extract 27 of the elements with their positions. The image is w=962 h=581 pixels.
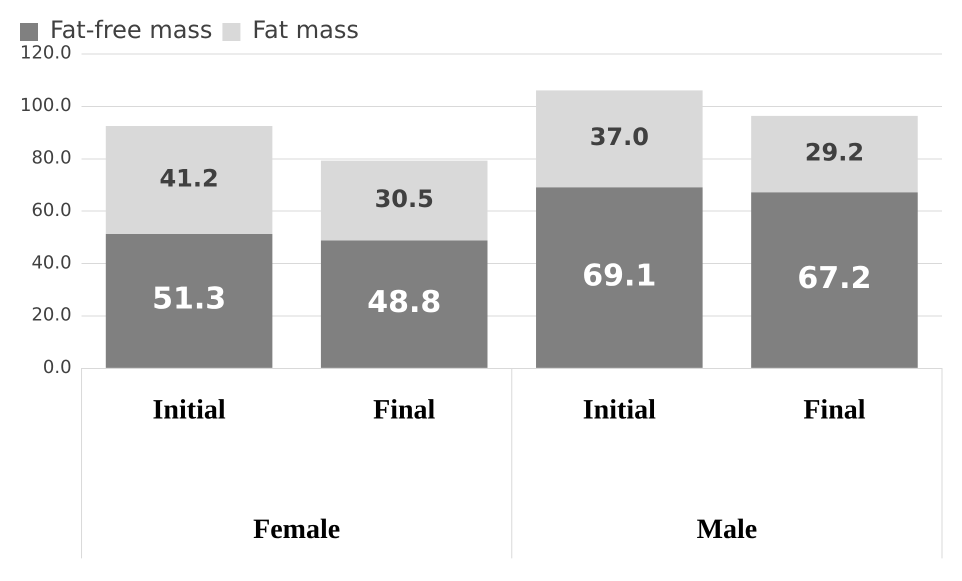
data-label: 67.2 (797, 260, 872, 296)
data-label: 51.3 (152, 282, 226, 317)
text: Female (253, 514, 340, 546)
y-tick-label: 40.0 (31, 252, 72, 274)
data-label: 69.1 (582, 258, 656, 294)
data-label: 37.0 (590, 123, 649, 152)
bar (536, 187, 703, 368)
legend-label: Fat mass (252, 16, 359, 44)
bar (320, 240, 488, 368)
x-tick-label: Initial (582, 394, 656, 426)
y-tick-label: 80.0 (31, 147, 72, 168)
y-tick-label: 60.0 (31, 200, 72, 221)
y-tick-label: 20.0 (31, 304, 72, 326)
bar (751, 192, 918, 368)
data-label: 41.2 (159, 164, 219, 192)
data-label: 48.8 (367, 285, 442, 320)
data-label: 30.5 (374, 184, 434, 213)
bar (106, 234, 272, 368)
x-tick-label: Final (373, 394, 436, 426)
data-label: 29.2 (804, 138, 864, 166)
y-tick-label: 0.0 (42, 357, 72, 378)
y-tick-label: 100.0 (20, 95, 72, 116)
x-tick-label: Initial (152, 394, 226, 426)
y-tick-label: 120.0 (20, 42, 72, 64)
x-tick-label: Final (803, 394, 866, 426)
legend-label: Fat-free mass (50, 16, 212, 44)
text: Male (696, 514, 758, 546)
